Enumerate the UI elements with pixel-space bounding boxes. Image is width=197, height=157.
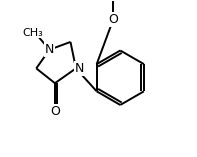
Text: O: O bbox=[108, 13, 118, 26]
Text: N: N bbox=[45, 43, 54, 56]
Text: O: O bbox=[50, 105, 60, 118]
Text: CH₃: CH₃ bbox=[22, 28, 43, 38]
Text: N: N bbox=[75, 62, 84, 75]
